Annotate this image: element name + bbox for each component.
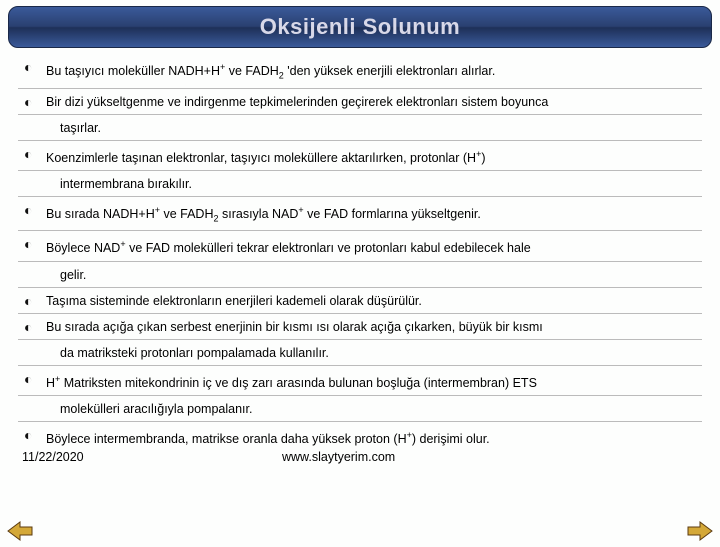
bullet-text: Bir dizi yükseltgenme ve indirgenme tepk…: [38, 93, 702, 111]
bullet-text: da matriksteki protonları pompalamada ku…: [52, 344, 702, 362]
bullet-row: ◐Bu sırada NADH+H+ ve FADH2 sırasıyla NA…: [18, 197, 702, 232]
bullet-row: gelir.: [18, 262, 702, 288]
bullet-icon: ◐: [18, 318, 38, 336]
bullet-icon: ◐: [18, 145, 38, 163]
bullet-text: Bu taşıyıcı moleküller NADH+H+ ve FADH2 …: [38, 58, 702, 85]
bullet-row: ◐Bu taşıyıcı moleküller NADH+H+ ve FADH2…: [18, 54, 702, 89]
bullet-text: gelir.: [52, 266, 702, 284]
bullet-row: ◐Koenzimlerle taşınan elektronlar, taşıy…: [18, 141, 702, 171]
bullet-row: ◐Bir dizi yükseltgenme ve indirgenme tep…: [18, 89, 702, 115]
bullet-icon: ◐: [18, 93, 38, 111]
bullet-text: intermembrana bırakılır.: [52, 175, 702, 193]
bullet-text: Böylece intermembranda, matrikse oranla …: [38, 426, 702, 448]
bullet-icon: ◐: [18, 201, 38, 219]
bullet-row: ◐Bu sırada açığa çıkan serbest enerjinin…: [18, 314, 702, 340]
footer-meta: 11/22/2020www.slaytyerim.com: [18, 448, 702, 464]
last-bullet-row: ◐Böylece intermembranda, matrikse oranla…: [18, 422, 702, 448]
header-banner: Oksijenli Solunum: [8, 6, 712, 48]
bullet-text: Bu sırada açığa çıkan serbest enerjinin …: [38, 318, 702, 336]
bullet-row: da matriksteki protonları pompalamada ku…: [18, 340, 702, 366]
bullet-row: ◐Taşıma sisteminde elektronların enerjil…: [18, 288, 702, 314]
bullet-row: ◐Böylece NAD+ ve FAD molekülleri tekrar …: [18, 231, 702, 261]
bullet-text: Koenzimlerle taşınan elektronlar, taşıyı…: [38, 145, 702, 167]
footer-date: 11/22/2020: [22, 450, 282, 464]
bullet-text: Böylece NAD+ ve FAD molekülleri tekrar e…: [38, 235, 702, 257]
prev-arrow[interactable]: [6, 520, 34, 542]
bullet-row: molekülleri aracılığıyla pompalanır.: [18, 396, 702, 422]
bullet-text: taşırlar.: [52, 119, 702, 137]
bullet-icon: ◐: [18, 58, 38, 76]
content-list: ◐Bu taşıyıcı moleküller NADH+H+ ve FADH2…: [0, 52, 720, 464]
page-title: Oksijenli Solunum: [260, 14, 460, 40]
footer-url: www.slaytyerim.com: [282, 450, 395, 464]
bullet-icon: ◐: [18, 370, 38, 388]
bullet-icon: ◐: [18, 426, 38, 444]
bullet-row: taşırlar.: [18, 115, 702, 141]
bullet-text: Bu sırada NADH+H+ ve FADH2 sırasıyla NAD…: [38, 201, 702, 228]
next-arrow[interactable]: [686, 520, 714, 542]
bullet-text: H+ Matriksten mitekondrinin iç ve dış za…: [38, 370, 702, 392]
bullet-icon: ◐: [18, 292, 38, 310]
bullet-row: ◐H+ Matriksten mitekondrinin iç ve dış z…: [18, 366, 702, 396]
bullet-row: intermembrana bırakılır.: [18, 171, 702, 197]
bullet-text: Taşıma sisteminde elektronların enerjile…: [38, 292, 702, 310]
bullet-text: molekülleri aracılığıyla pompalanır.: [52, 400, 702, 418]
bullet-icon: ◐: [18, 235, 38, 253]
